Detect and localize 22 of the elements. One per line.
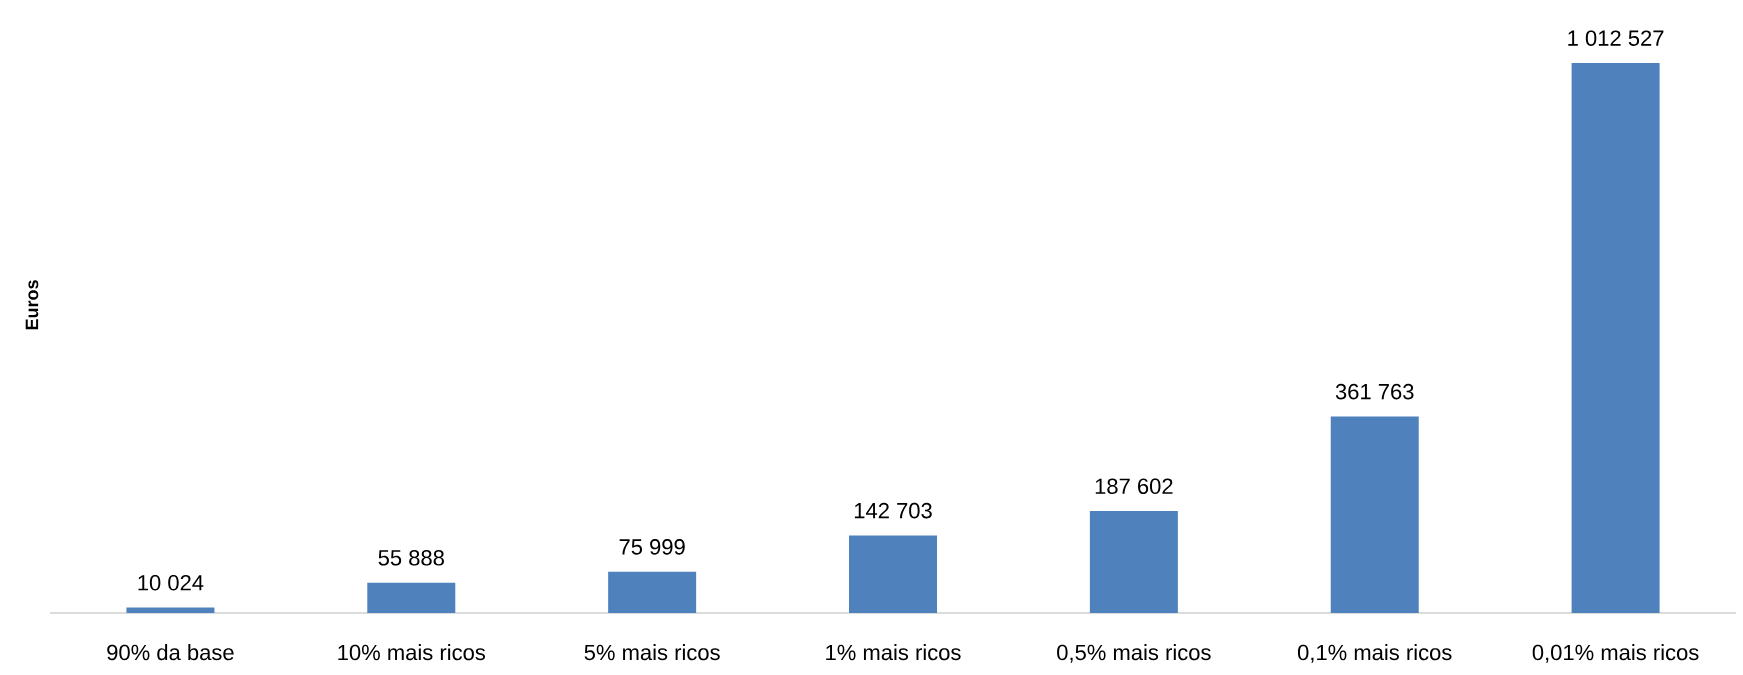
data-label: 75 999 <box>619 539 685 555</box>
bar <box>1089 511 1178 613</box>
bar <box>1330 416 1419 613</box>
bar <box>1571 62 1660 613</box>
data-label: 142 703 <box>854 502 932 519</box>
data-label: 10 024 <box>138 574 204 591</box>
x-tick-label: 1% mais ricos <box>826 644 961 661</box>
bar <box>608 571 697 613</box>
x-tick-label: 90% da base <box>107 644 234 661</box>
x-tick-label: 5% mais ricos <box>584 644 720 661</box>
data-label: 55 888 <box>378 550 444 566</box>
data-label: 187 602 <box>1095 478 1173 495</box>
data-label: 361 763 <box>1335 383 1414 400</box>
x-tick-label: 0,5% mais ricos <box>1057 644 1211 663</box>
x-tick-label: 0,01% mais ricos <box>1532 644 1699 663</box>
bar <box>849 535 938 613</box>
bar <box>126 607 215 613</box>
data-label: 1 012 527 <box>1568 30 1664 46</box>
x-tick-label: 10% mais ricos <box>338 644 486 661</box>
x-tick-label: 0,1% mais ricos <box>1297 644 1452 663</box>
y-axis-title: Euros <box>25 280 39 330</box>
bar <box>367 582 456 613</box>
